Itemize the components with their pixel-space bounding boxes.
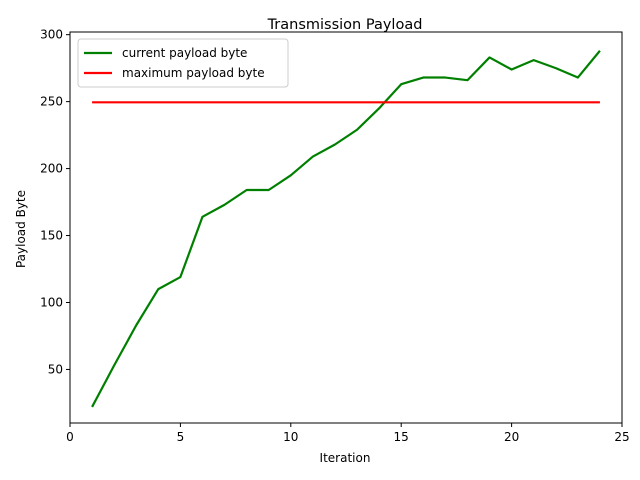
y-tick-label: 300 <box>40 28 63 42</box>
y-tick-label: 250 <box>40 95 63 109</box>
x-axis-label: Iteration <box>320 451 371 465</box>
series-line-0 <box>91 50 601 408</box>
x-tick-label: 20 <box>504 430 519 444</box>
y-tick-label: 50 <box>48 362 63 376</box>
axis-ticks: 0 5 10 15 20 25 50 100 150 200 250 300 <box>40 28 630 444</box>
legend-entry: current payload byte <box>122 46 247 60</box>
y-axis-label: Payload Byte <box>14 190 28 268</box>
axes-frame <box>69 31 623 424</box>
x-tick-label: 15 <box>394 430 409 444</box>
legend-entry: maximum payload byte <box>122 66 265 80</box>
plot-series <box>91 50 601 408</box>
x-tick-label: 0 <box>66 430 74 444</box>
x-tick-label: 5 <box>177 430 185 444</box>
y-tick-label: 200 <box>40 162 63 176</box>
x-tick-label: 25 <box>614 430 629 444</box>
chart-title: Transmission Payload <box>267 17 423 33</box>
y-tick-label: 150 <box>40 229 63 243</box>
legend-box <box>77 38 289 88</box>
x-tick-label: 10 <box>283 430 298 444</box>
y-tick-label: 100 <box>40 295 63 309</box>
legend: current payload byte maximum payload byte <box>77 38 289 88</box>
